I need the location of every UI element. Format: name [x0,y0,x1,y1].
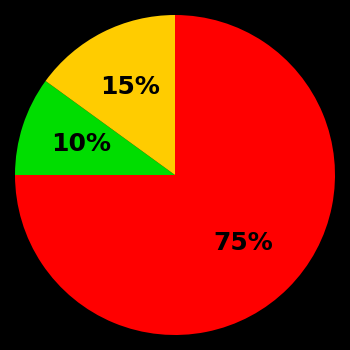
Text: 10%: 10% [51,132,111,156]
Text: 75%: 75% [213,231,273,255]
Text: 15%: 15% [100,75,160,99]
Wedge shape [46,15,175,175]
Wedge shape [15,81,175,175]
Wedge shape [15,15,335,335]
